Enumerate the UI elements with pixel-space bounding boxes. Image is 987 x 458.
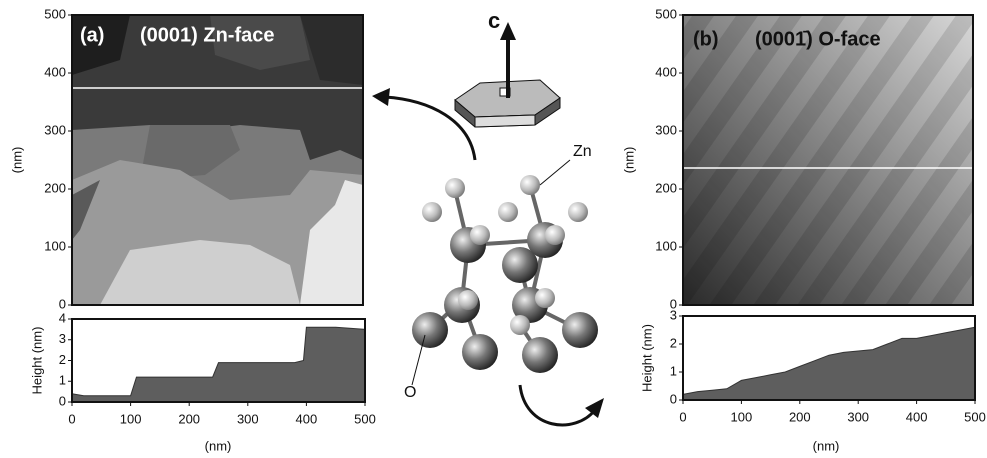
y-tick-label: 1 (670, 363, 677, 378)
c-axis-label: c (488, 8, 500, 33)
x-tick-label: 200 (789, 409, 811, 424)
y-tick-label: 500 (44, 6, 66, 21)
y-tick-label: 200 (44, 180, 66, 195)
y-axis-label: Height (nm) (639, 324, 654, 392)
y-tick-label: 500 (655, 6, 677, 21)
y-tick-label: 0 (670, 391, 677, 406)
y-tick-label: 0 (59, 296, 66, 311)
x-axis-label: (nm) (813, 438, 840, 453)
y-tick-label: 300 (655, 122, 677, 137)
y-tick-label: 1 (59, 373, 66, 388)
x-tick-label: 400 (906, 409, 928, 424)
zn-label: Zn (573, 143, 592, 160)
x-tick-label: 400 (296, 411, 318, 426)
crystal-schematic (372, 22, 604, 425)
x-tick-label: 100 (120, 411, 142, 426)
x-tick-label: 200 (178, 411, 200, 426)
y-tick-label: 400 (655, 64, 677, 79)
x-tick-label: 100 (731, 409, 753, 424)
y-tick-label: 3 (670, 307, 677, 322)
y-tick-label: 4 (59, 310, 66, 325)
panel-label: (b) (693, 28, 719, 50)
x-tick-label: 500 (964, 409, 986, 424)
o-label: O (404, 384, 416, 401)
y-tick-label: 100 (655, 238, 677, 253)
y-tick-label: 2 (670, 335, 677, 350)
y-tick-label: 100 (44, 238, 66, 253)
panel-label: (a) (80, 24, 104, 46)
y-tick-label: 300 (44, 122, 66, 137)
x-tick-label: 0 (679, 409, 686, 424)
figure: c Zn O (a) (0001) Zn-face (b) (0001̄) O-… (0, 0, 987, 458)
afm-image-a (72, 15, 363, 305)
y-tick-label: 200 (655, 180, 677, 195)
y-axis-label: Height (nm) (29, 327, 44, 395)
x-tick-label: 0 (68, 411, 75, 426)
x-axis-label: (nm) (205, 438, 232, 453)
y-tick-label: 400 (44, 64, 66, 79)
panel-title: (0001̄) O-face (755, 28, 881, 50)
x-tick-label: 500 (354, 411, 376, 426)
y-tick-label: 3 (59, 331, 66, 346)
y-tick-label: 0 (59, 393, 66, 408)
panel-title: (0001) Zn-face (140, 24, 275, 46)
y-axis-label: (nm) (621, 147, 636, 174)
x-tick-label: 300 (847, 409, 869, 424)
y-axis-label: (nm) (9, 147, 24, 174)
y-tick-label: 2 (59, 352, 66, 367)
x-tick-label: 300 (237, 411, 259, 426)
afm-image-b (683, 15, 973, 305)
